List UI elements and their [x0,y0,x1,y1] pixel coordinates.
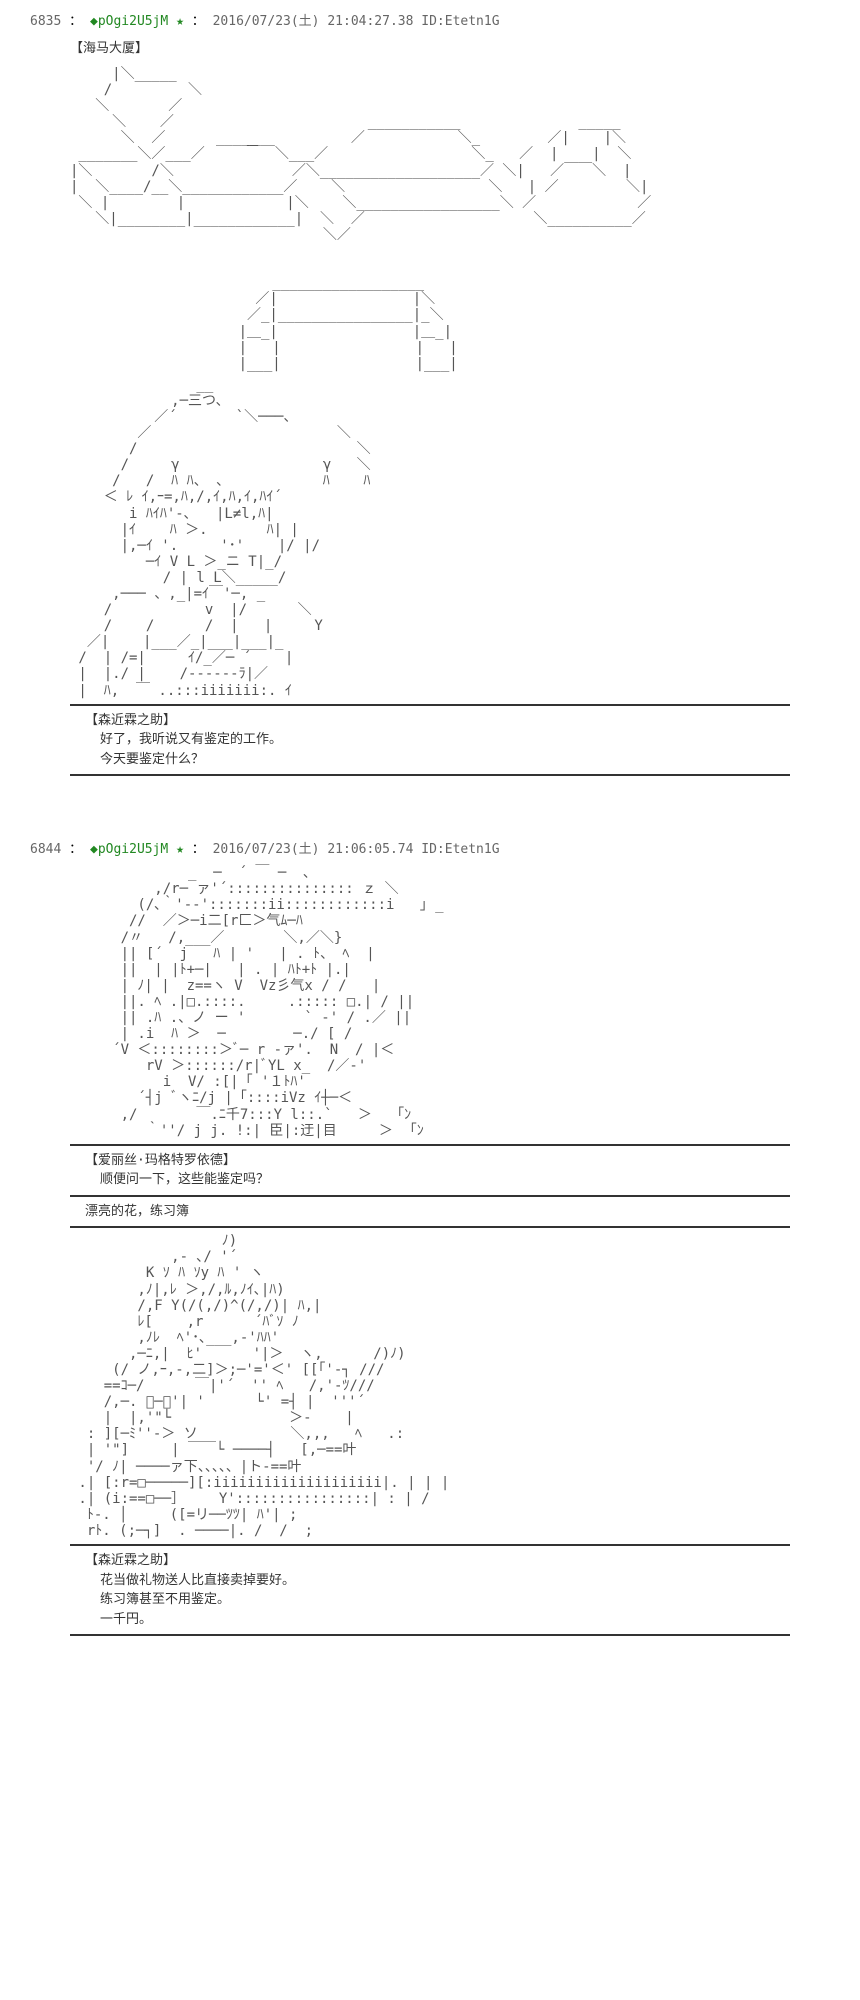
post-number: 6844 [30,842,61,857]
dialogue-divider [70,1195,790,1197]
dialogue-line: 好了，我听说又有鉴定的工作。 [100,730,830,750]
dialogue-divider [70,1226,790,1228]
dialogue-divider [70,774,790,776]
forum-post: 6844 ： ◆pOgi2U5jM ★ ： 2016/07/23(土) 21:0… [0,828,860,1648]
separator: ： [192,842,205,857]
separator: ： [69,842,82,857]
post-id: ID:Etetn1G [421,842,499,857]
tripcode[interactable]: pOgi2U5jM [98,842,168,857]
speaker-name: 【爱丽丝·玛格特罗依德】 [85,1151,830,1171]
post-header: 6844 ： ◆pOgi2U5jM ★ ： 2016/07/23(土) 21:0… [30,838,830,857]
post-date: 2016/07/23(土) 21:06:05.74 [213,842,414,857]
star-icon: ★ [176,14,184,29]
dialogue-block: 【森近霖之助】 好了，我听说又有鉴定的工作。 今天要鉴定什么？ [85,708,830,773]
ascii-art-character-3: ﾉ) ,‐ ､/ '´ K ｿ ﾊ ｿy ﾊ ' ヽ ,ﾉ|,ﾚ ＞,/,ﾙ,ﾉ… [70,1233,830,1539]
diamond-icon: ◆ [90,14,98,29]
tripcode[interactable]: pOgi2U5jM [98,14,168,29]
dialogue-line: 一千円。 [100,1610,830,1630]
ascii-art-character-1: __ ,─三つ、 ／´ `＼───、 ／ ＼ / ＼ / γ γ ＼ / / ﾊ… [70,377,830,699]
dialogue-block: 漂亮的花，练习簿 [85,1199,830,1225]
ascii-art-room: |＼_____ / ＼ ＼ ／ ＼ ／ ___________ _____ ＼ … [70,66,830,372]
dialogue-line: 漂亮的花，练习簿 [85,1202,830,1222]
dialogue-line: 顺便问一下，这些能鉴定吗？ [100,1170,830,1190]
dialogue-block: 【爱丽丝·玛格特罗依德】 顺便问一下，这些能鉴定吗？ [85,1148,830,1193]
dialogue-divider [70,1144,790,1146]
forum-post: 6835 ： ◆pOgi2U5jM ★ ： 2016/07/23(土) 21:0… [0,0,860,788]
speaker-name: 【森近霖之助】 [85,1551,830,1571]
dialogue-divider [70,1544,790,1546]
post-date: 2016/07/23(土) 21:04:27.38 [213,14,414,29]
speaker-name: 【森近霖之助】 [85,711,830,731]
dialogue-divider [70,704,790,706]
post-id: ID:Etetn1G [421,14,499,29]
post-number: 6835 [30,14,61,29]
dialogue-line: 练习簿甚至不用鉴定。 [100,1590,830,1610]
star-icon: ★ [176,842,184,857]
ascii-art-character-2: _ ─ ´ ￣ ─ ､ ,/r─ ァ'´::::::::::::::: ｚ ＼ … [70,865,830,1139]
location-label: 【海马大厦】 [70,37,830,56]
dialogue-line: 花当做礼物送人比直接卖掉要好。 [100,1571,830,1591]
dialogue-divider [70,1634,790,1636]
dialogue-line: 今天要鉴定什么？ [100,750,830,770]
dialogue-block: 【森近霖之助】 花当做礼物送人比直接卖掉要好。 练习簿甚至不用鉴定。 一千円。 [85,1548,830,1632]
separator: ： [69,14,82,29]
post-header: 6835 ： ◆pOgi2U5jM ★ ： 2016/07/23(土) 21:0… [30,10,830,29]
diamond-icon: ◆ [90,842,98,857]
separator: ： [192,14,205,29]
